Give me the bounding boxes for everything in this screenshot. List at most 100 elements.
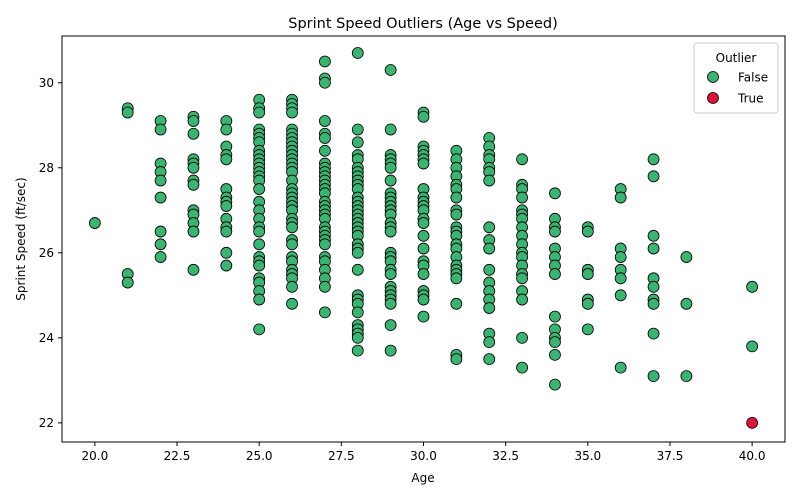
data-point-normal bbox=[647, 327, 660, 340]
data-point-normal bbox=[319, 306, 331, 319]
data-point-normal bbox=[417, 242, 430, 255]
data-point-normal bbox=[549, 187, 561, 200]
data-point-normal bbox=[253, 259, 266, 272]
data-point-normal bbox=[286, 280, 298, 293]
data-point-normal bbox=[549, 268, 561, 280]
y-tick-label: 24 bbox=[39, 331, 54, 345]
x-tick-label: 40.0 bbox=[739, 449, 766, 463]
x-tick-label: 32.5 bbox=[492, 449, 519, 463]
data-point-normal bbox=[384, 319, 397, 331]
x-tick-label: 35.0 bbox=[574, 449, 601, 463]
x-axis-ticks: 20.0 22.5 25.0 27.5 30.0 32.5 35.0 37.5 40.0 bbox=[82, 442, 766, 463]
y-axis-label: Sprint Speed (ft/sec) bbox=[14, 177, 28, 300]
data-point-normal bbox=[417, 268, 430, 280]
data-point-normal bbox=[483, 353, 496, 366]
data-point-normal bbox=[483, 242, 496, 255]
y-axis-ticks: 22 24 26 28 30 bbox=[39, 76, 62, 430]
data-point-normal bbox=[450, 208, 463, 221]
y-tick-label: 22 bbox=[39, 416, 54, 430]
legend-swatch-false bbox=[707, 71, 719, 83]
data-point-normal bbox=[319, 238, 331, 251]
data-point-normal bbox=[220, 200, 233, 212]
y-tick-label: 28 bbox=[39, 161, 54, 175]
data-point-normal bbox=[384, 225, 397, 238]
data-point-normal bbox=[88, 217, 101, 229]
data-point-normal bbox=[384, 64, 397, 76]
data-point-normal bbox=[680, 370, 693, 383]
data-point-normal bbox=[746, 340, 759, 353]
data-point-normal bbox=[647, 370, 660, 383]
data-point-normal bbox=[450, 191, 463, 204]
data-point-normal bbox=[549, 310, 561, 323]
data-point-normal bbox=[154, 174, 167, 187]
data-point-normal bbox=[680, 251, 693, 263]
data-point-normal bbox=[351, 306, 364, 319]
data-point-normal bbox=[154, 251, 167, 263]
data-point-normal bbox=[286, 297, 298, 310]
x-tick-label: 25.0 bbox=[246, 449, 273, 463]
y-tick-label: 30 bbox=[39, 76, 54, 90]
data-point-normal bbox=[187, 225, 200, 238]
data-point-normal bbox=[286, 238, 298, 251]
data-point-normal bbox=[253, 225, 266, 238]
data-point-normal bbox=[746, 280, 759, 293]
data-point-normal bbox=[516, 272, 528, 285]
data-point-normal bbox=[516, 293, 528, 306]
x-axis-label: Age bbox=[411, 471, 434, 485]
data-point-normal bbox=[647, 297, 660, 310]
data-point-normal bbox=[581, 268, 594, 280]
data-point-normal bbox=[220, 153, 233, 166]
x-tick-label: 30.0 bbox=[410, 449, 437, 463]
data-point-normal bbox=[549, 336, 561, 348]
data-point-normal bbox=[417, 217, 430, 229]
data-point-normal bbox=[483, 174, 496, 187]
data-point-normal bbox=[154, 123, 167, 136]
data-point-normal bbox=[384, 174, 397, 187]
data-point-normal bbox=[417, 293, 430, 306]
data-point-normal bbox=[647, 170, 660, 183]
data-point-normal bbox=[614, 191, 627, 204]
data-point-normal bbox=[121, 106, 134, 119]
data-point-normal bbox=[450, 297, 463, 310]
data-point-normal bbox=[351, 344, 364, 357]
data-point-normal bbox=[614, 289, 627, 302]
data-point-normal bbox=[220, 123, 233, 136]
data-point-normal bbox=[384, 268, 397, 280]
data-point-normal bbox=[319, 115, 331, 127]
data-point-normal bbox=[417, 229, 430, 242]
data-point-normal bbox=[614, 272, 627, 285]
data-point-normal bbox=[417, 157, 430, 170]
data-point-normal bbox=[450, 353, 463, 366]
chart-title: Sprint Speed Outliers (Age vs Speed) bbox=[288, 16, 558, 32]
data-point-normal bbox=[614, 251, 627, 263]
x-tick-label: 37.5 bbox=[657, 449, 684, 463]
data-point-normal bbox=[187, 161, 200, 174]
data-point-normal bbox=[516, 361, 528, 374]
data-point-normal bbox=[351, 246, 364, 259]
data-point-normal bbox=[581, 225, 594, 238]
data-point-normal bbox=[253, 238, 266, 251]
data-point-normal bbox=[384, 123, 397, 136]
data-point-normal bbox=[647, 280, 660, 293]
data-point-normal bbox=[319, 55, 331, 68]
data-point-normal bbox=[319, 132, 331, 144]
legend-title: Outlier bbox=[716, 51, 757, 65]
data-point-normal bbox=[483, 336, 496, 348]
data-point-normal bbox=[154, 191, 167, 204]
data-point-normal bbox=[220, 259, 233, 272]
data-point-normal bbox=[384, 344, 397, 357]
data-point-normal bbox=[581, 323, 594, 336]
data-point-normal bbox=[154, 225, 167, 238]
data-point-normal bbox=[581, 297, 594, 310]
data-point-normal bbox=[351, 331, 364, 344]
data-point-normal bbox=[483, 221, 496, 234]
data-point-normal bbox=[319, 144, 331, 157]
data-point-normal bbox=[351, 47, 364, 59]
data-point-normal bbox=[516, 191, 528, 204]
legend-swatch-true bbox=[707, 92, 719, 104]
data-point-normal bbox=[384, 161, 397, 174]
data-point-normal bbox=[516, 153, 528, 166]
data-point-normal bbox=[253, 106, 266, 119]
data-point-normal bbox=[286, 221, 298, 234]
